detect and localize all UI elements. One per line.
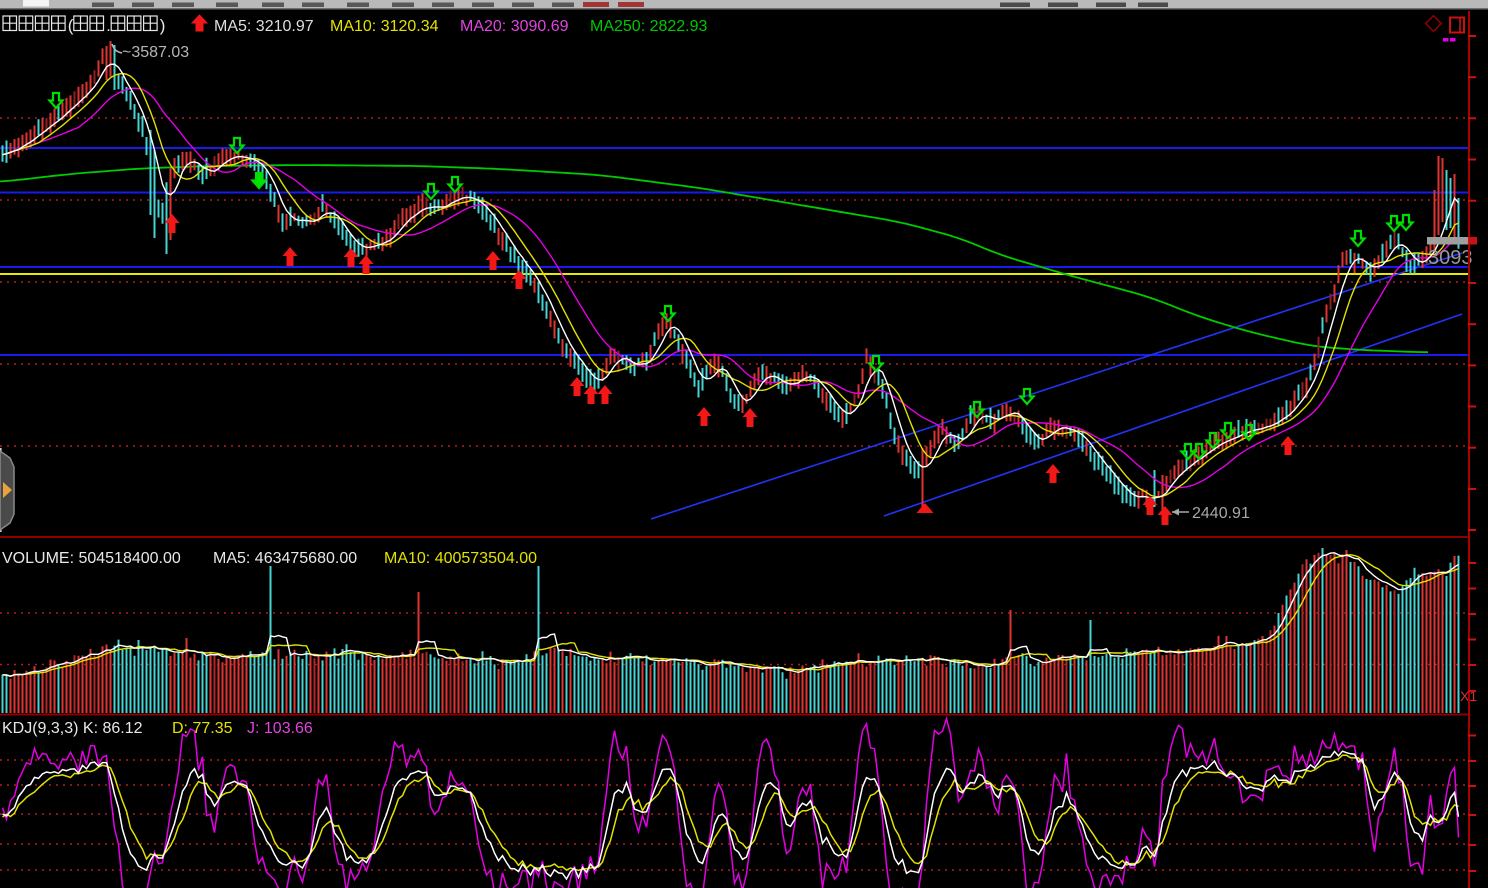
svg-text:KDJ(9,3,3) K: 86.12: KDJ(9,3,3) K: 86.12 [2, 720, 143, 737]
svg-text:MA250: 2822.93: MA250: 2822.93 [590, 18, 708, 35]
svg-text:MA20: 3090.69: MA20: 3090.69 [460, 18, 569, 35]
svg-text:VOLUME: 504518400.00: VOLUME: 504518400.00 [2, 550, 181, 567]
svg-text:J: 103.66: J: 103.66 [247, 720, 313, 737]
svg-text:3093: 3093 [1428, 247, 1473, 269]
svg-text:(: ( [68, 16, 74, 35]
svg-text:MA5: 463475680.00: MA5: 463475680.00 [213, 550, 357, 567]
svg-text:D: 77.35: D: 77.35 [172, 720, 233, 737]
svg-text:): ) [160, 16, 166, 35]
svg-text:MA5: 3210.97: MA5: 3210.97 [214, 18, 314, 35]
svg-text:2440.91: 2440.91 [1192, 505, 1250, 522]
svg-text:MA10: 3120.34: MA10: 3120.34 [330, 18, 439, 35]
svg-text:MA10: 400573504.00: MA10: 400573504.00 [384, 550, 537, 567]
svg-text:~3587.03: ~3587.03 [122, 44, 189, 61]
svg-text:.: . [106, 18, 110, 35]
